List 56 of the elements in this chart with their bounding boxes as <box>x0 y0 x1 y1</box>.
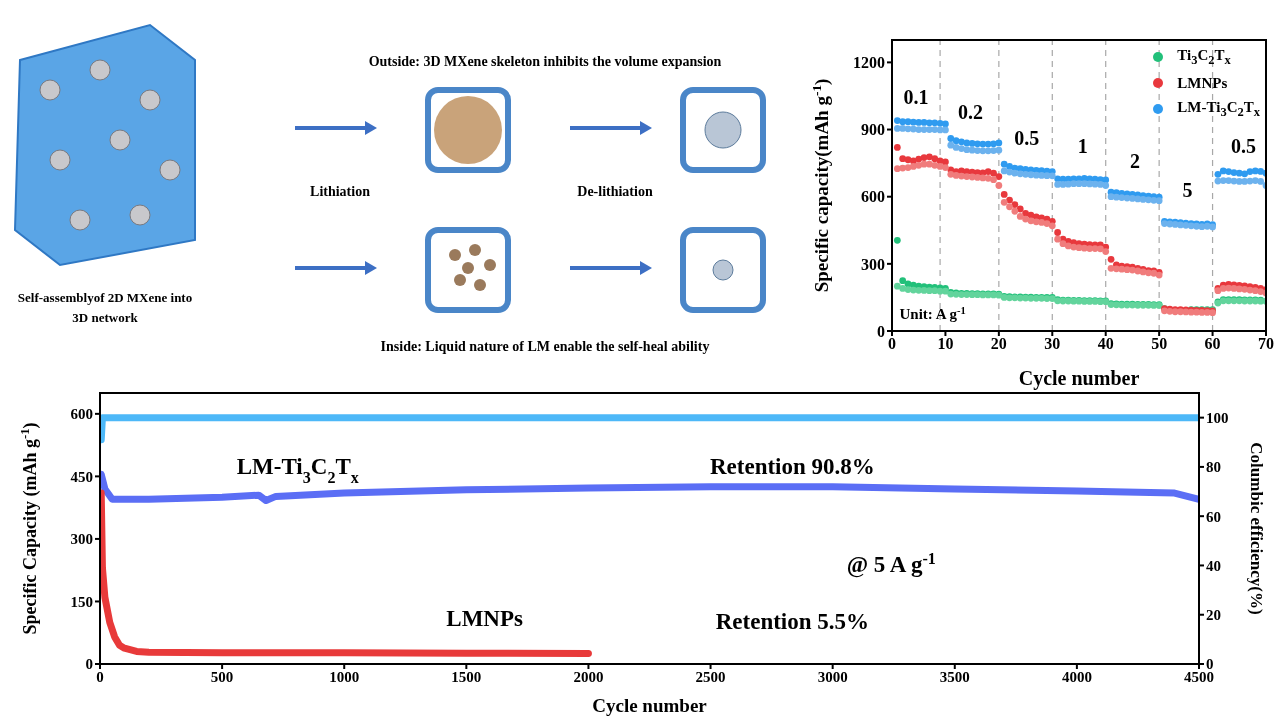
x-axis-title: Cycle number <box>592 695 708 716</box>
y-tick-label: 150 <box>70 593 93 610</box>
x-tick-label: 50 <box>1151 335 1168 353</box>
x-tick-label: 500 <box>210 668 234 685</box>
annotation: Retention 90.8% <box>709 454 875 480</box>
x-tick-label: 0 <box>96 668 104 685</box>
x-tick-label: 2000 <box>573 668 604 685</box>
annotation: 0.2 <box>958 100 984 123</box>
annotation: 2 <box>1130 150 1141 173</box>
y2-tick-label: 80 <box>1206 459 1221 476</box>
y-tick-label: 300 <box>861 255 885 273</box>
y-tick-label: 1200 <box>853 54 885 72</box>
y-tick-label: 600 <box>70 406 93 423</box>
y-tick-label: 300 <box>70 531 93 548</box>
annotation: 1 <box>1077 135 1088 158</box>
y-tick-label: 0 <box>877 322 885 340</box>
series-label: LM-Ti$_{3}$C$_{2}$T$_{x}$ <box>236 454 359 486</box>
y2-tick-label: 40 <box>1206 557 1221 574</box>
annotation: 0.1 <box>903 86 929 109</box>
annotation: 0.5 <box>1014 126 1040 149</box>
legend-label: LMNPs <box>1177 74 1228 92</box>
x-axis-title: Cycle number <box>1018 367 1140 390</box>
annotation: Retention 5.5% <box>715 608 870 634</box>
text: Self-assemblyof 2D MXene into 3D network <box>16 289 194 327</box>
x-tick-label: 30 <box>1044 335 1061 353</box>
x-tick-label: 40 <box>1097 335 1114 353</box>
text: Outside: 3D MXene skeleton inhibits the volume expansion <box>367 53 723 71</box>
y2-tick-label: 100 <box>1206 409 1229 426</box>
text: Inside: Liquid nature of LM enable the self-heal ability <box>379 338 711 356</box>
x-tick-label: 1000 <box>329 668 360 685</box>
text: De-lithiation <box>576 183 654 201</box>
y-tick-label: 600 <box>861 188 885 206</box>
annotation: 0.5 <box>1231 135 1257 158</box>
annotation: @ 5 A g$^{-1}$ <box>846 549 936 578</box>
x-tick-label: 1500 <box>451 668 482 685</box>
y-tick-label: 0 <box>85 656 93 673</box>
legend-label: LM-Ti$_{3}$C$_{2}$T$_{x}$ <box>1177 98 1260 120</box>
y2-tick-label: 60 <box>1206 508 1221 525</box>
legend-label: Ti$_{3}$C$_{2}$T$_{x}$ <box>1177 46 1231 68</box>
text: Lithiation <box>309 183 371 201</box>
x-tick-label: 4000 <box>1061 668 1092 685</box>
y2-tick-label: 20 <box>1206 607 1221 624</box>
x-tick-label: 0 <box>888 335 896 353</box>
x-tick-label: 3500 <box>939 668 970 685</box>
series-label: LMNPs <box>446 606 524 632</box>
annotation: Unit: A g$^{-1}$ <box>899 304 966 323</box>
x-tick-label: 2500 <box>695 668 726 685</box>
x-tick-label: 60 <box>1204 335 1221 353</box>
x-tick-label: 70 <box>1258 335 1274 353</box>
x-tick-label: 10 <box>937 335 954 353</box>
y2-axis-title: Columbic efficiency(%) <box>1247 442 1266 615</box>
annotation: 5 <box>1182 179 1193 202</box>
x-tick-label: 3000 <box>817 668 848 685</box>
y-tick-label: 450 <box>70 468 93 485</box>
y-tick-label: 900 <box>861 121 885 139</box>
x-tick-label: 20 <box>990 335 1007 353</box>
